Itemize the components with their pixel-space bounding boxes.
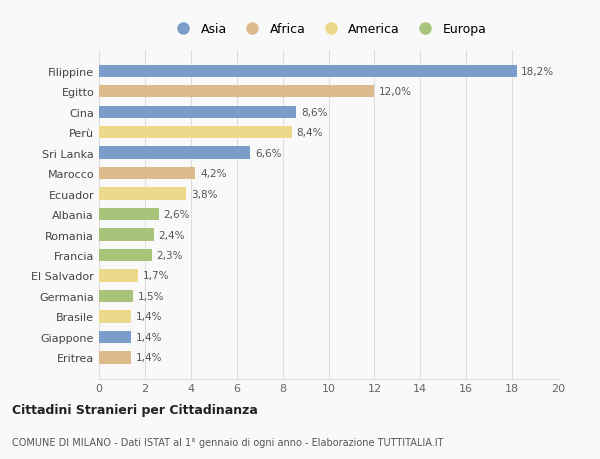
Text: COMUNE DI MILANO - Dati ISTAT al 1° gennaio di ogni anno - Elaborazione TUTTITAL: COMUNE DI MILANO - Dati ISTAT al 1° genn… (12, 437, 443, 447)
Bar (99, 311, 131, 323)
Bar (99, 127, 292, 139)
Text: 1,4%: 1,4% (136, 332, 162, 342)
Text: 1,4%: 1,4% (136, 312, 162, 322)
Text: 12,0%: 12,0% (379, 87, 412, 97)
Text: 2,4%: 2,4% (158, 230, 185, 240)
Text: 1,4%: 1,4% (136, 353, 162, 363)
Bar (99, 188, 186, 200)
Text: 4,2%: 4,2% (200, 169, 226, 179)
Text: 3,8%: 3,8% (191, 189, 217, 199)
Bar (99, 331, 131, 343)
Bar (99, 86, 374, 98)
Bar (99, 65, 517, 78)
Bar (99, 352, 131, 364)
Bar (99, 147, 250, 159)
Bar (99, 208, 158, 221)
Text: 6,6%: 6,6% (255, 148, 281, 158)
Bar (99, 106, 296, 118)
Text: 2,6%: 2,6% (163, 210, 190, 219)
Legend: Asia, Africa, America, Europa: Asia, Africa, America, Europa (169, 21, 488, 39)
Bar (99, 270, 138, 282)
Text: 2,3%: 2,3% (157, 251, 183, 260)
Bar (99, 249, 152, 262)
Bar (99, 229, 154, 241)
Text: 8,4%: 8,4% (296, 128, 323, 138)
Text: Cittadini Stranieri per Cittadinanza: Cittadini Stranieri per Cittadinanza (12, 403, 258, 416)
Text: 1,5%: 1,5% (138, 291, 164, 301)
Text: 18,2%: 18,2% (521, 67, 554, 77)
Bar (99, 290, 133, 302)
Text: 8,6%: 8,6% (301, 107, 328, 118)
Text: 1,7%: 1,7% (143, 271, 169, 281)
Bar (99, 168, 196, 180)
